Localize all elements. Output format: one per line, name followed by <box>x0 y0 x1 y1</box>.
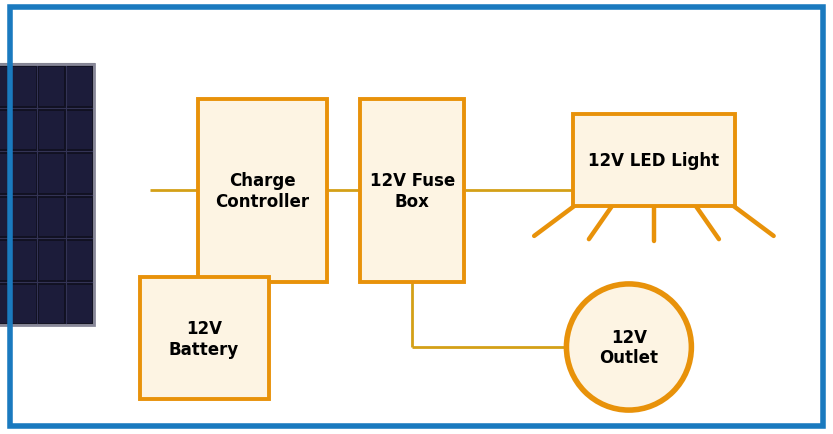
FancyBboxPatch shape <box>67 242 92 280</box>
FancyBboxPatch shape <box>573 115 736 206</box>
FancyBboxPatch shape <box>197 100 327 282</box>
FancyBboxPatch shape <box>0 155 7 193</box>
FancyBboxPatch shape <box>360 100 464 282</box>
FancyBboxPatch shape <box>139 278 268 399</box>
FancyBboxPatch shape <box>39 68 63 106</box>
Text: Charge
Controller: Charge Controller <box>216 171 309 210</box>
Text: 12V
Outlet: 12V Outlet <box>600 328 658 367</box>
FancyBboxPatch shape <box>39 112 63 150</box>
FancyBboxPatch shape <box>67 155 92 193</box>
FancyBboxPatch shape <box>11 68 36 106</box>
Text: 12V Fuse
Box: 12V Fuse Box <box>370 171 455 210</box>
FancyBboxPatch shape <box>67 112 92 150</box>
FancyBboxPatch shape <box>0 285 7 323</box>
FancyBboxPatch shape <box>39 285 63 323</box>
FancyBboxPatch shape <box>0 112 7 150</box>
FancyBboxPatch shape <box>0 198 7 237</box>
FancyBboxPatch shape <box>11 285 36 323</box>
Ellipse shape <box>566 284 691 410</box>
FancyBboxPatch shape <box>11 112 36 150</box>
FancyBboxPatch shape <box>39 242 63 280</box>
Text: 12V LED Light: 12V LED Light <box>588 151 720 170</box>
FancyBboxPatch shape <box>11 198 36 237</box>
FancyBboxPatch shape <box>0 242 7 280</box>
FancyBboxPatch shape <box>0 68 7 106</box>
FancyBboxPatch shape <box>67 198 92 237</box>
FancyBboxPatch shape <box>11 242 36 280</box>
FancyBboxPatch shape <box>0 65 93 326</box>
FancyBboxPatch shape <box>67 68 92 106</box>
FancyBboxPatch shape <box>67 285 92 323</box>
FancyBboxPatch shape <box>39 198 63 237</box>
Text: 12V
Battery: 12V Battery <box>169 319 239 358</box>
FancyBboxPatch shape <box>39 155 63 193</box>
FancyBboxPatch shape <box>11 155 36 193</box>
